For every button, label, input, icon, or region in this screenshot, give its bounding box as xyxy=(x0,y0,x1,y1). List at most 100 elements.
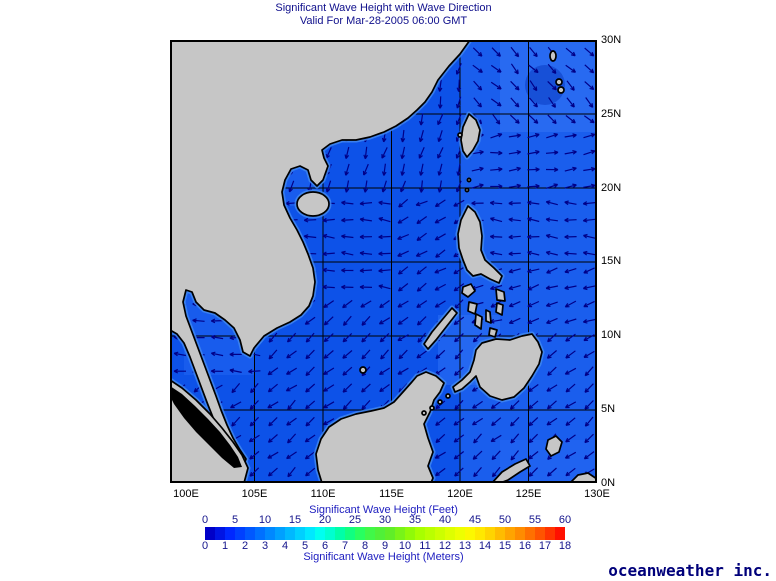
landmass-panay xyxy=(467,301,478,315)
meter-tick-label: 2 xyxy=(241,540,249,552)
colorbar-segment xyxy=(425,527,435,540)
colorbar-segment xyxy=(255,527,265,540)
colorbar-segment xyxy=(215,527,225,540)
landmass-leyte xyxy=(495,302,504,316)
meter-tick-label: 13 xyxy=(458,540,472,552)
landmass-borneo xyxy=(315,371,445,483)
colorbar-segment xyxy=(285,527,295,540)
lon-label: 115E xyxy=(379,488,404,500)
colorbar-segment xyxy=(415,527,425,540)
chart-title-block: Significant Wave Height with Wave Direct… xyxy=(170,2,597,28)
colorbar-segment xyxy=(475,527,485,540)
landmass-mindoro xyxy=(461,283,476,298)
meter-tick-label: 17 xyxy=(538,540,552,552)
colorbar-segment xyxy=(525,527,535,540)
feet-tick-label: 30 xyxy=(378,514,392,526)
meter-tick-label: 14 xyxy=(478,540,492,552)
meter-tick-label: 9 xyxy=(381,540,389,552)
oceanweather-logo: oceanweather inc. xyxy=(608,561,772,580)
colorbar-segment xyxy=(355,527,365,540)
landmass-halmahera-tip xyxy=(545,435,563,457)
colorbar-segment xyxy=(445,527,455,540)
colorbar-segment xyxy=(325,527,335,540)
landmass-okinawa-3 xyxy=(557,86,565,94)
colorbar-segment xyxy=(395,527,405,540)
lon-label: 105E xyxy=(241,488,268,500)
landmass-batanes-1 xyxy=(466,177,472,183)
feet-tick-label: 20 xyxy=(318,514,332,526)
colorbar-segment xyxy=(465,527,475,540)
lon-label: 100E xyxy=(173,488,199,500)
wave-height-colorbar xyxy=(205,527,565,540)
map-border xyxy=(170,40,597,483)
meter-tick-label: 18 xyxy=(558,540,572,552)
feet-tick-label: 50 xyxy=(498,514,512,526)
landmass-penghu xyxy=(457,132,463,138)
meter-tick-label: 8 xyxy=(361,540,369,552)
feet-tick-label: 55 xyxy=(528,514,542,526)
landmass-sulu-4 xyxy=(421,410,427,416)
lon-label: 130E xyxy=(584,488,610,500)
colorbar-segment xyxy=(265,527,275,540)
landmass-mindanao xyxy=(452,333,543,401)
landmass-palawan xyxy=(423,307,458,350)
lon-label: 120E xyxy=(447,488,473,500)
colorbar-segment xyxy=(345,527,355,540)
colorbar-segment xyxy=(365,527,375,540)
lat-label: 15N xyxy=(601,255,622,268)
meter-tick-label: 3 xyxy=(261,540,269,552)
landmass-okinawa-2 xyxy=(555,78,563,86)
meter-tick-label: 15 xyxy=(498,540,512,552)
lat-label: 20N xyxy=(601,181,622,194)
lon-label: 125E xyxy=(515,488,542,500)
colorbar-segment xyxy=(485,527,495,540)
feet-tick-label: 15 xyxy=(288,514,302,526)
lat-label: 0N xyxy=(601,476,616,489)
meter-tick-label: 6 xyxy=(321,540,329,552)
colorbar-segment xyxy=(535,527,545,540)
meter-tick-label: 10 xyxy=(398,540,412,552)
wave-height-map xyxy=(170,40,597,483)
landmass-batanes-2 xyxy=(464,187,470,193)
landmass-sulu-2 xyxy=(437,399,443,405)
chart-title: Significant Wave Height with Wave Direct… xyxy=(275,2,492,14)
feet-tick-label: 5 xyxy=(231,514,239,526)
colorbar-segment xyxy=(315,527,325,540)
colorbar-segment xyxy=(545,527,555,540)
colorbar-segment xyxy=(405,527,415,540)
lat-label: 5N xyxy=(601,403,616,416)
chart-valid-time: Valid For Mar-28-2005 06:00 GMT xyxy=(299,15,468,27)
feet-tick-label: 25 xyxy=(348,514,362,526)
colorbar-segment xyxy=(455,527,465,540)
colorbar-segment xyxy=(335,527,345,540)
feet-tick-label: 45 xyxy=(468,514,482,526)
colorbar-segment xyxy=(515,527,525,540)
lat-label: 30N xyxy=(601,34,622,46)
lat-label: 10N xyxy=(601,329,622,342)
colorbar-segment xyxy=(505,527,515,540)
meter-tick-label: 0 xyxy=(201,540,209,552)
colorbar-segment xyxy=(555,527,565,540)
landmass-cebu xyxy=(485,309,492,324)
colorbar-segment xyxy=(375,527,385,540)
landmass-natuna xyxy=(359,366,367,374)
meter-tick-label: 5 xyxy=(301,540,309,552)
meter-tick-label: 4 xyxy=(281,540,289,552)
feet-tick-label: 60 xyxy=(558,514,572,526)
landmass-samar xyxy=(495,288,506,302)
lat-label: 25N xyxy=(601,107,622,120)
meter-tick-label: 16 xyxy=(518,540,532,552)
landmass-hainan xyxy=(296,191,330,217)
colorbar-segment xyxy=(295,527,305,540)
landmass-sumatra-core xyxy=(170,386,242,468)
meter-tick-label: 1 xyxy=(221,540,229,552)
colorbar-segment xyxy=(205,527,215,540)
meter-tick-label: 7 xyxy=(341,540,349,552)
colorbar-segment xyxy=(385,527,395,540)
landmass-sulu-1 xyxy=(445,393,451,399)
landmass-corner-islands xyxy=(569,472,597,483)
meter-tick-label: 12 xyxy=(438,540,452,552)
colorbar-segment xyxy=(305,527,315,540)
landmass-luzon xyxy=(457,205,503,284)
